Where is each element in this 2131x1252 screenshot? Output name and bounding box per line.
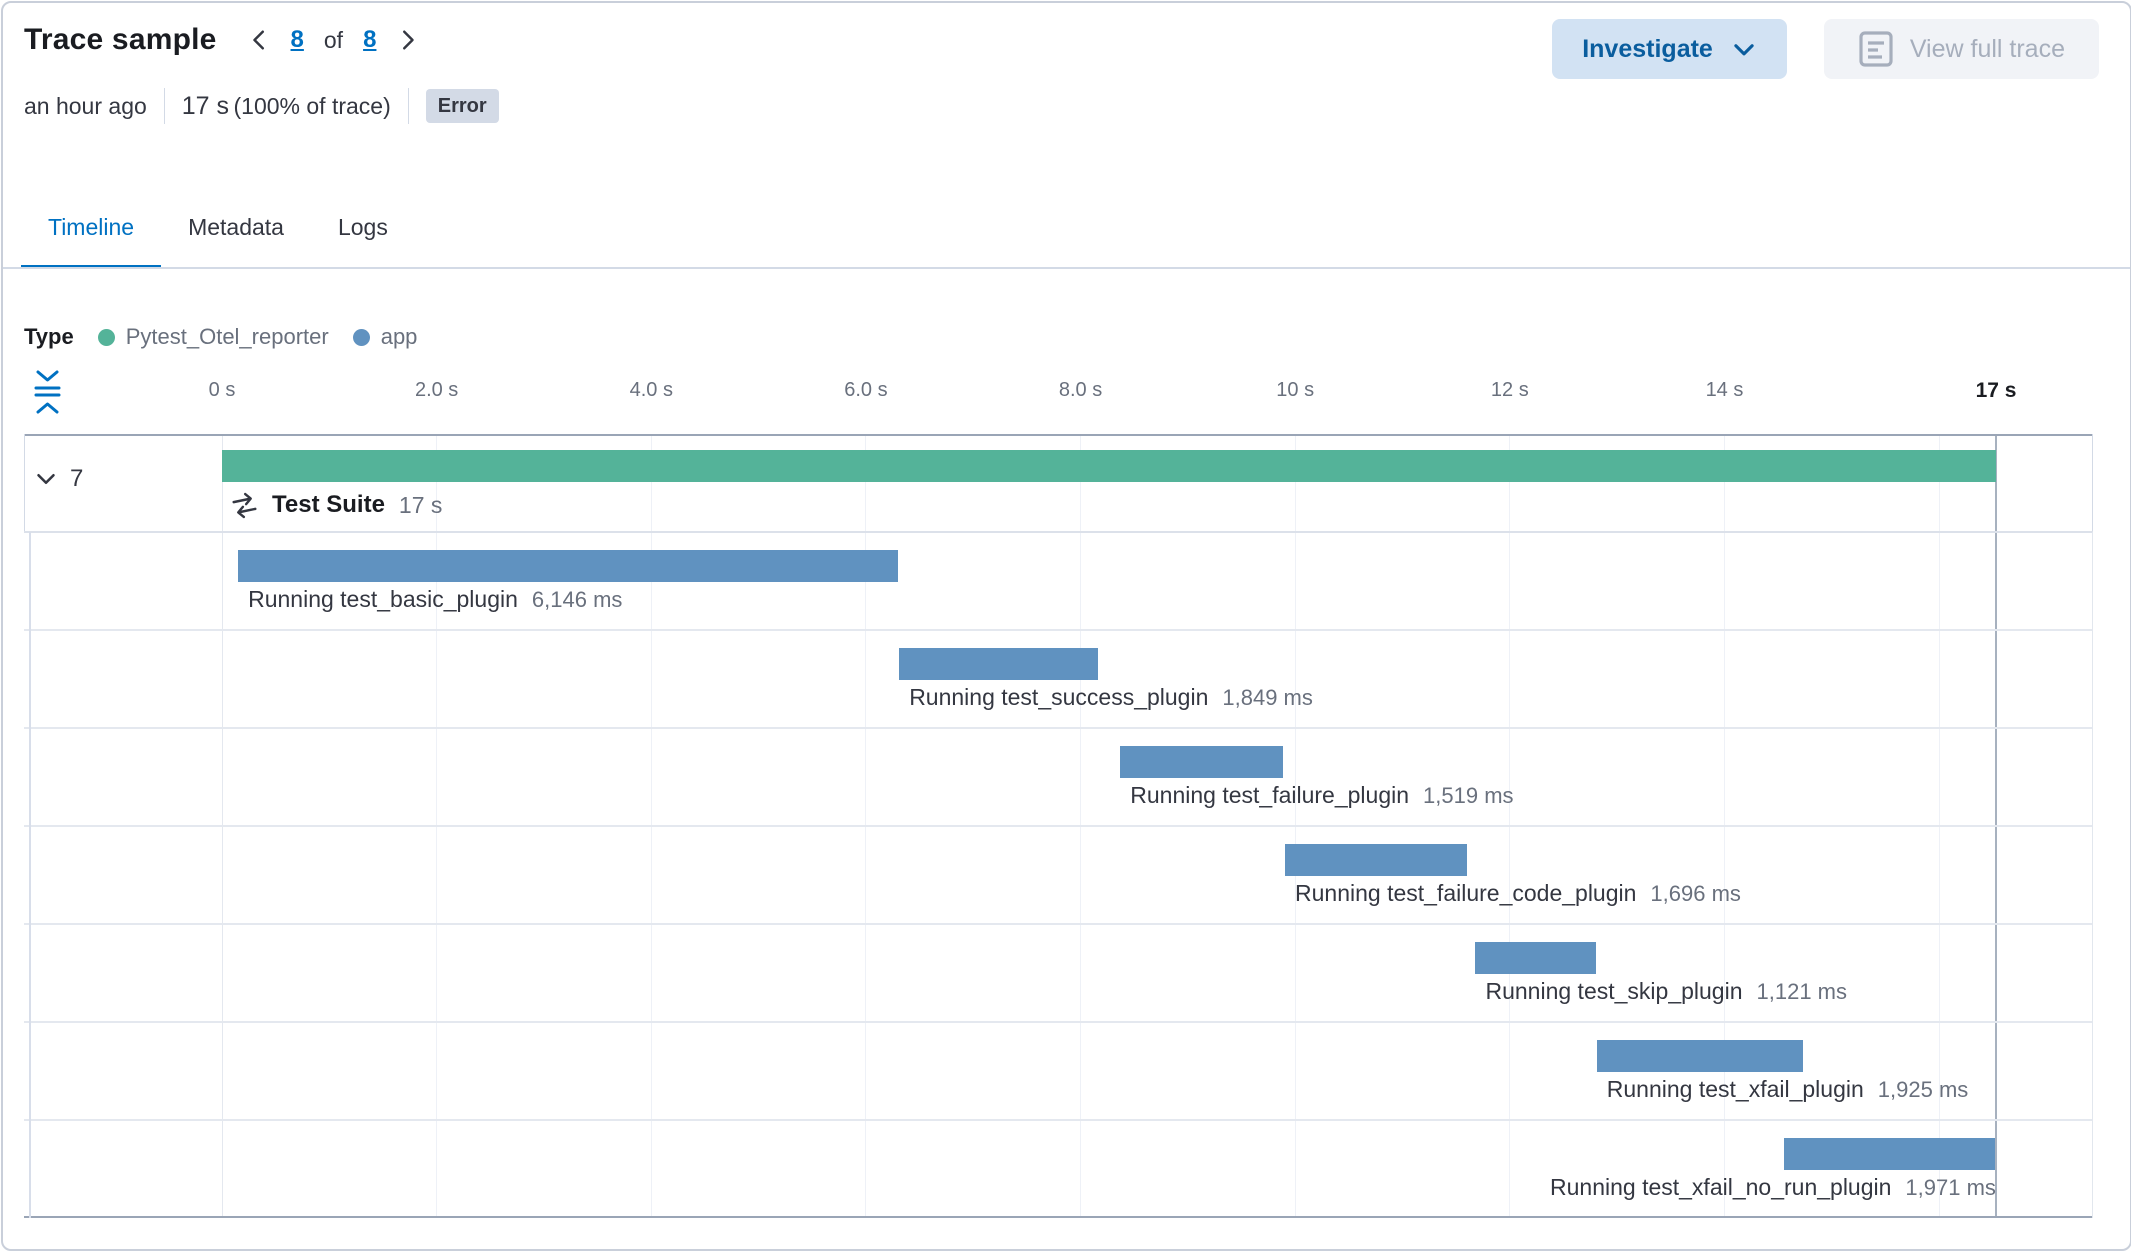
investigate-button[interactable]: Investigate bbox=[1552, 19, 1787, 79]
row-separator bbox=[24, 1119, 2093, 1121]
span-bar[interactable] bbox=[899, 648, 1098, 680]
span-label: Running test_skip_plugin 1,121 ms bbox=[1485, 978, 1847, 1005]
span-bar[interactable] bbox=[1120, 746, 1284, 778]
tab-bar: Timeline Metadata Logs bbox=[21, 189, 415, 269]
row-separator bbox=[24, 1021, 2093, 1023]
axis-tick-label: 10 s bbox=[1276, 379, 1315, 401]
row-separator bbox=[24, 531, 2093, 533]
span-label: Running test_xfail_no_run_plugin 1,971 ms bbox=[1550, 1174, 1996, 1201]
axis-tick-label: 14 s bbox=[1705, 379, 1744, 401]
span-duration: 17 s bbox=[398, 491, 443, 518]
span-name[interactable]: Running test_success_plugin bbox=[909, 684, 1209, 710]
axis-tick-label: 4.0 s bbox=[629, 379, 673, 401]
legend-title: Type bbox=[24, 324, 74, 349]
span-duration: 1,971 ms bbox=[1905, 1174, 1996, 1200]
child-rows-right-border bbox=[2092, 532, 2093, 1218]
chevron-right-icon[interactable] bbox=[390, 23, 424, 57]
parent-row-left-border bbox=[24, 434, 25, 532]
pagination-current[interactable]: 8 bbox=[290, 26, 304, 53]
span-duration: 1,696 ms bbox=[1650, 880, 1741, 906]
legend-item: app bbox=[352, 324, 418, 350]
legend-item: Pytest_Otel_reporter bbox=[97, 324, 329, 350]
span-name[interactable]: Test Suite bbox=[272, 491, 385, 518]
chevron-down-icon[interactable] bbox=[34, 467, 58, 491]
span-name[interactable]: Running test_failure_plugin bbox=[1130, 782, 1410, 808]
span-label: Running test_failure_plugin 1,519 ms bbox=[1130, 782, 1513, 809]
span-label: Running test_xfail_plugin 1,925 ms bbox=[1607, 1076, 1969, 1103]
span-name[interactable]: Running test_basic_plugin bbox=[248, 586, 518, 612]
span-name[interactable]: Running test_skip_plugin bbox=[1485, 978, 1743, 1004]
sample-pagination: 8 of 8 bbox=[243, 23, 425, 57]
chevron-left-icon[interactable] bbox=[243, 23, 277, 57]
span-bar[interactable] bbox=[1475, 942, 1596, 974]
trace-merge-icon bbox=[231, 492, 258, 519]
chevron-down-icon bbox=[1731, 36, 1757, 62]
view-full-trace-label: View full trace bbox=[1909, 34, 2065, 63]
waterfall-top-border bbox=[24, 434, 2093, 436]
divider bbox=[163, 88, 165, 124]
span-label: Test Suite 17 s bbox=[231, 491, 442, 519]
status-badge: Error bbox=[425, 89, 499, 123]
span-duration: 1,849 ms bbox=[1222, 684, 1313, 710]
span-duration: 1,519 ms bbox=[1423, 782, 1514, 808]
header-actions: Investigate View full trace bbox=[1552, 19, 2099, 79]
axis-tick-label: 12 s bbox=[1490, 379, 1529, 401]
axis-tick-label: 2.0 s bbox=[414, 379, 459, 401]
waterfall-chart: 7 Test Suite 17 s 0 s 2.0 s 4.0 s 6.0 s 8.0 … bbox=[3, 3, 2130, 1249]
trace-age: an hour ago bbox=[24, 92, 147, 119]
legend-label: Pytest_Otel_reporter bbox=[125, 324, 329, 349]
waterfall-bottom-border bbox=[24, 1216, 2093, 1218]
span-label: Running test_basic_plugin 6,146 ms bbox=[248, 586, 622, 613]
header: Trace sample 8 of 8 bbox=[24, 23, 424, 57]
row-separator bbox=[24, 825, 2093, 827]
row-separator bbox=[24, 923, 2093, 925]
span-bar[interactable] bbox=[238, 550, 898, 582]
span-label: Running test_success_plugin 1,849 ms bbox=[909, 684, 1313, 711]
trace-duration: 17 s bbox=[181, 91, 230, 120]
tab-bar-rule bbox=[3, 267, 2130, 269]
type-legend: Type Pytest_Otel_reporter app bbox=[24, 319, 417, 355]
trace-duration-note: (100% of trace) bbox=[233, 92, 391, 119]
parent-row-right-border bbox=[2092, 434, 2093, 532]
document-icon bbox=[1858, 29, 1894, 69]
span-name[interactable]: Running test_failure_code_plugin bbox=[1295, 880, 1637, 906]
span-name[interactable]: Running test_xfail_no_run_plugin bbox=[1550, 1174, 1892, 1200]
trace-meta: an hour ago 17 s (100% of trace) Error bbox=[24, 85, 499, 127]
span-duration: 1,121 ms bbox=[1756, 978, 1848, 1004]
axis-end-label: 17 s bbox=[1975, 379, 2017, 402]
row-separator bbox=[24, 629, 2093, 631]
axis-tick-label: 8.0 s bbox=[1058, 379, 1103, 401]
legend-label: app bbox=[380, 324, 418, 349]
investigate-label: Investigate bbox=[1582, 34, 1713, 63]
parent-row-controls: 7 bbox=[34, 465, 83, 493]
child-span-count: 7 bbox=[70, 465, 84, 492]
span-bar[interactable] bbox=[1596, 1040, 1804, 1072]
span-bar[interactable] bbox=[1783, 1138, 1996, 1170]
row-separator bbox=[24, 727, 2093, 729]
span-label: Running test_failure_code_plugin 1,696 ms bbox=[1295, 880, 1741, 907]
fold-collapse-icon[interactable] bbox=[33, 369, 62, 420]
pagination-total[interactable]: 8 bbox=[363, 26, 377, 53]
view-full-trace-button[interactable]: View full trace bbox=[1823, 19, 2099, 79]
pagination-of-label: of bbox=[323, 26, 344, 53]
span-duration: 1,925 ms bbox=[1877, 1076, 1969, 1102]
axis-tick-label: 0 s bbox=[208, 379, 236, 401]
legend-dot-green bbox=[97, 328, 115, 346]
tab-metadata[interactable]: Metadata bbox=[188, 213, 284, 240]
legend-dot-blue bbox=[352, 328, 370, 346]
page-title: Trace sample bbox=[24, 23, 217, 56]
span-name[interactable]: Running test_xfail_plugin bbox=[1606, 1076, 1864, 1102]
span-duration: 6,146 ms bbox=[531, 586, 623, 612]
span-bar[interactable] bbox=[1285, 844, 1467, 876]
span-bar-test-suite[interactable] bbox=[222, 450, 1996, 482]
child-rows-left-border bbox=[29, 532, 31, 1218]
divider bbox=[407, 88, 409, 124]
axis-tick-label: 6.0 s bbox=[844, 379, 888, 401]
tab-logs[interactable]: Logs bbox=[337, 213, 388, 240]
